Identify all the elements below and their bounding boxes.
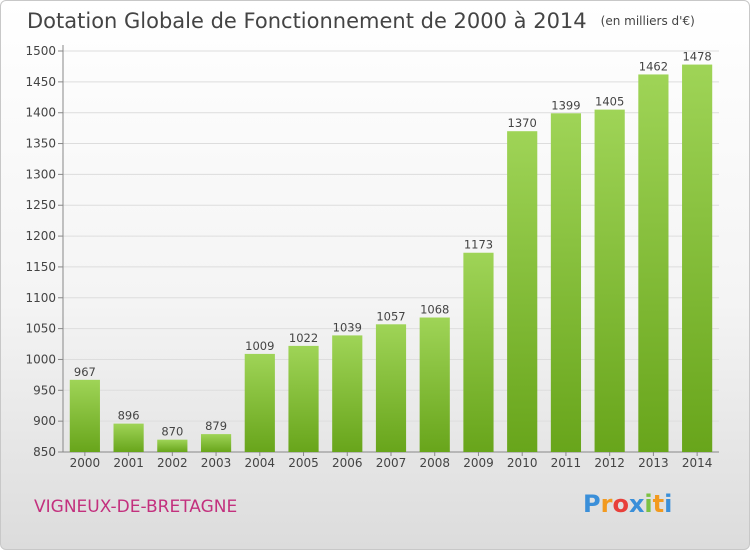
- y-tick-label: 1300: [25, 167, 56, 181]
- data-label: 1039: [333, 320, 362, 334]
- y-tick-label: 1400: [25, 106, 56, 120]
- bar-2010: [507, 131, 538, 452]
- x-tick-label: 2010: [507, 456, 538, 470]
- bar-2000: [69, 379, 100, 452]
- data-label: 879: [205, 419, 227, 433]
- bar-2012: [594, 109, 625, 452]
- data-label: 1462: [639, 59, 668, 73]
- data-label: 1173: [464, 238, 493, 252]
- y-tick-label: 1350: [25, 137, 56, 151]
- bar-2013: [638, 74, 669, 452]
- x-tick-label: 2006: [332, 456, 363, 470]
- x-tick-label: 2000: [70, 456, 101, 470]
- proxiti-logo: Proxiti: [583, 490, 672, 518]
- x-tick-label: 2003: [201, 456, 232, 470]
- chart-unit: (en milliers d'€): [600, 14, 695, 28]
- y-tick-label: 1150: [25, 260, 56, 274]
- y-tick-label: 1200: [25, 229, 56, 243]
- x-tick-label: 2013: [638, 456, 669, 470]
- y-tick-label: 1100: [25, 291, 56, 305]
- x-tick-label: 2014: [682, 456, 713, 470]
- logo-letter: t: [652, 490, 665, 518]
- data-label: 1057: [376, 309, 405, 323]
- x-tick-label: 2012: [594, 456, 625, 470]
- commune-name: VIGNEUX-DE-BRETAGNE: [34, 497, 238, 517]
- bar-2014: [682, 64, 713, 452]
- logo-letter: x: [628, 490, 645, 518]
- bar-2008: [419, 317, 450, 452]
- y-tick-label: 1050: [25, 322, 56, 336]
- data-label: 1022: [289, 331, 318, 345]
- logo-letter: i: [644, 490, 653, 518]
- data-label: 1370: [508, 116, 537, 130]
- logo-letter: o: [612, 490, 629, 518]
- x-tick-label: 2002: [157, 456, 188, 470]
- x-tick-label: 2005: [288, 456, 319, 470]
- data-label: 1405: [595, 95, 624, 109]
- y-tick-label: 1000: [25, 352, 56, 366]
- axes: 850 900 950 1000 1050 1100 1150 1200 1250 1300 135…: [25, 44, 719, 470]
- bar-2003: [200, 434, 232, 452]
- bar-2002: [157, 439, 188, 452]
- bar-2009: [463, 252, 494, 452]
- y-tick-label: 1500: [25, 44, 56, 58]
- data-label: 1399: [551, 98, 580, 112]
- y-tick-label: 1250: [25, 198, 56, 212]
- y-tick-label: 850: [33, 445, 56, 459]
- data-label: 870: [161, 425, 183, 439]
- x-tick-label: 2004: [245, 456, 276, 470]
- bar-2006: [332, 335, 363, 452]
- y-tick-label: 900: [33, 414, 56, 428]
- logo-letter: P: [583, 490, 601, 518]
- data-label: 1068: [420, 303, 449, 317]
- bar-2011: [550, 113, 582, 452]
- chart-title: Dotation Globale de Fonctionnement de 20…: [27, 9, 695, 33]
- data-label: 967: [74, 365, 96, 379]
- x-tick-label: 2007: [376, 456, 407, 470]
- x-tick-label: 2011: [551, 456, 582, 470]
- bar-2005: [288, 345, 319, 452]
- x-tick-label: 2008: [419, 456, 450, 470]
- bars: [69, 64, 713, 452]
- y-tick-label: 950: [33, 383, 56, 397]
- bar-2007: [375, 324, 407, 452]
- data-label: 1478: [682, 50, 711, 64]
- y-tick-label: 1450: [25, 75, 56, 89]
- bar-2004: [244, 353, 275, 452]
- data-label: 1009: [245, 339, 274, 353]
- bar-2001: [113, 423, 144, 452]
- x-tick-label: 2009: [463, 456, 494, 470]
- logo-letter: r: [600, 490, 613, 518]
- chart-title-text: Dotation Globale de Fonctionnement de 20…: [27, 9, 587, 33]
- logo-letter: i: [664, 490, 673, 518]
- data-labels: 967 896 870 879 1009 1022 1039 1057 1068 1173 1370…: [74, 50, 712, 439]
- x-tick-label: 2001: [113, 456, 144, 470]
- data-label: 896: [118, 409, 140, 423]
